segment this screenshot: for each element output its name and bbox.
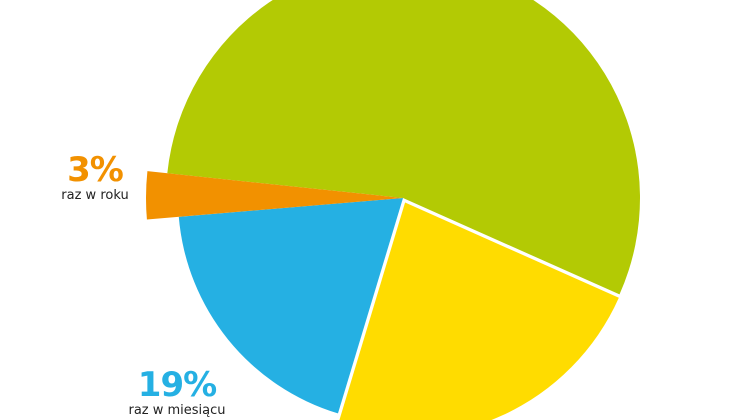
slice-label: raz w miesiącu xyxy=(128,403,226,418)
slice-orange xyxy=(145,171,403,220)
slice-green xyxy=(167,0,640,295)
label-raz-w-miesiacu: 19% raz w miesiącu xyxy=(112,367,242,419)
slice-label: raz w roku xyxy=(61,188,129,203)
label-raz-w-roku: 3% raz w roku xyxy=(40,152,150,204)
slice-percent: 3% xyxy=(67,150,124,190)
slice-percent: 19% xyxy=(137,365,217,405)
slice-blue xyxy=(178,198,403,414)
slice-yellow xyxy=(339,202,619,420)
